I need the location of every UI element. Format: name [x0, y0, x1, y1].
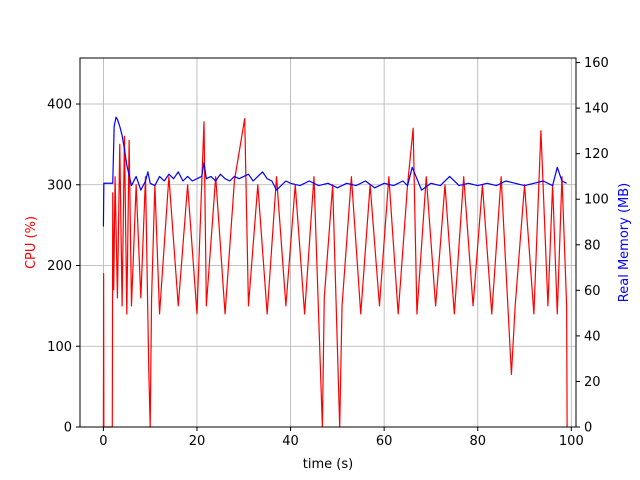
ticks: 0 20 40 60 80 1000100200300400020406080100120… — [47, 56, 609, 449]
y-right-tick-label: 120 — [584, 147, 609, 162]
y-axis-left-label: CPU (%) — [24, 216, 39, 269]
x-tick-label: 80 — [469, 434, 486, 449]
y-axis-right-label: Real Memory (MB) — [617, 183, 632, 302]
x-tick-label: 20 — [189, 434, 206, 449]
cpu-series-line — [102, 117, 568, 428]
y-right-tick-label: 20 — [584, 375, 601, 390]
y-right-tick-label: 160 — [584, 56, 609, 71]
y-left-tick-label: 300 — [47, 178, 72, 193]
x-tick-label: 100 — [559, 434, 584, 449]
series-layer — [102, 116, 568, 428]
y-right-tick-label: 40 — [584, 329, 601, 344]
y-left-tick-label: 400 — [47, 98, 72, 113]
x-tick-label: 60 — [376, 434, 393, 449]
y-left-tick-label: 200 — [47, 259, 72, 274]
x-tick-label: 40 — [282, 434, 299, 449]
y-right-tick-label: 0 — [584, 421, 592, 436]
y-left-tick-label: 100 — [47, 340, 72, 355]
memory-series-line — [102, 116, 567, 227]
y-right-tick-label: 60 — [584, 284, 601, 299]
y-right-tick-label: 80 — [584, 238, 601, 253]
plot-frame — [79, 57, 577, 428]
y-right-tick-label: 100 — [584, 193, 609, 208]
x-axis-label: time (s) — [303, 457, 353, 472]
y-right-tick-label: 140 — [584, 102, 609, 117]
x-tick-label: 0 — [99, 434, 107, 449]
y-left-tick-label: 0 — [64, 421, 72, 436]
